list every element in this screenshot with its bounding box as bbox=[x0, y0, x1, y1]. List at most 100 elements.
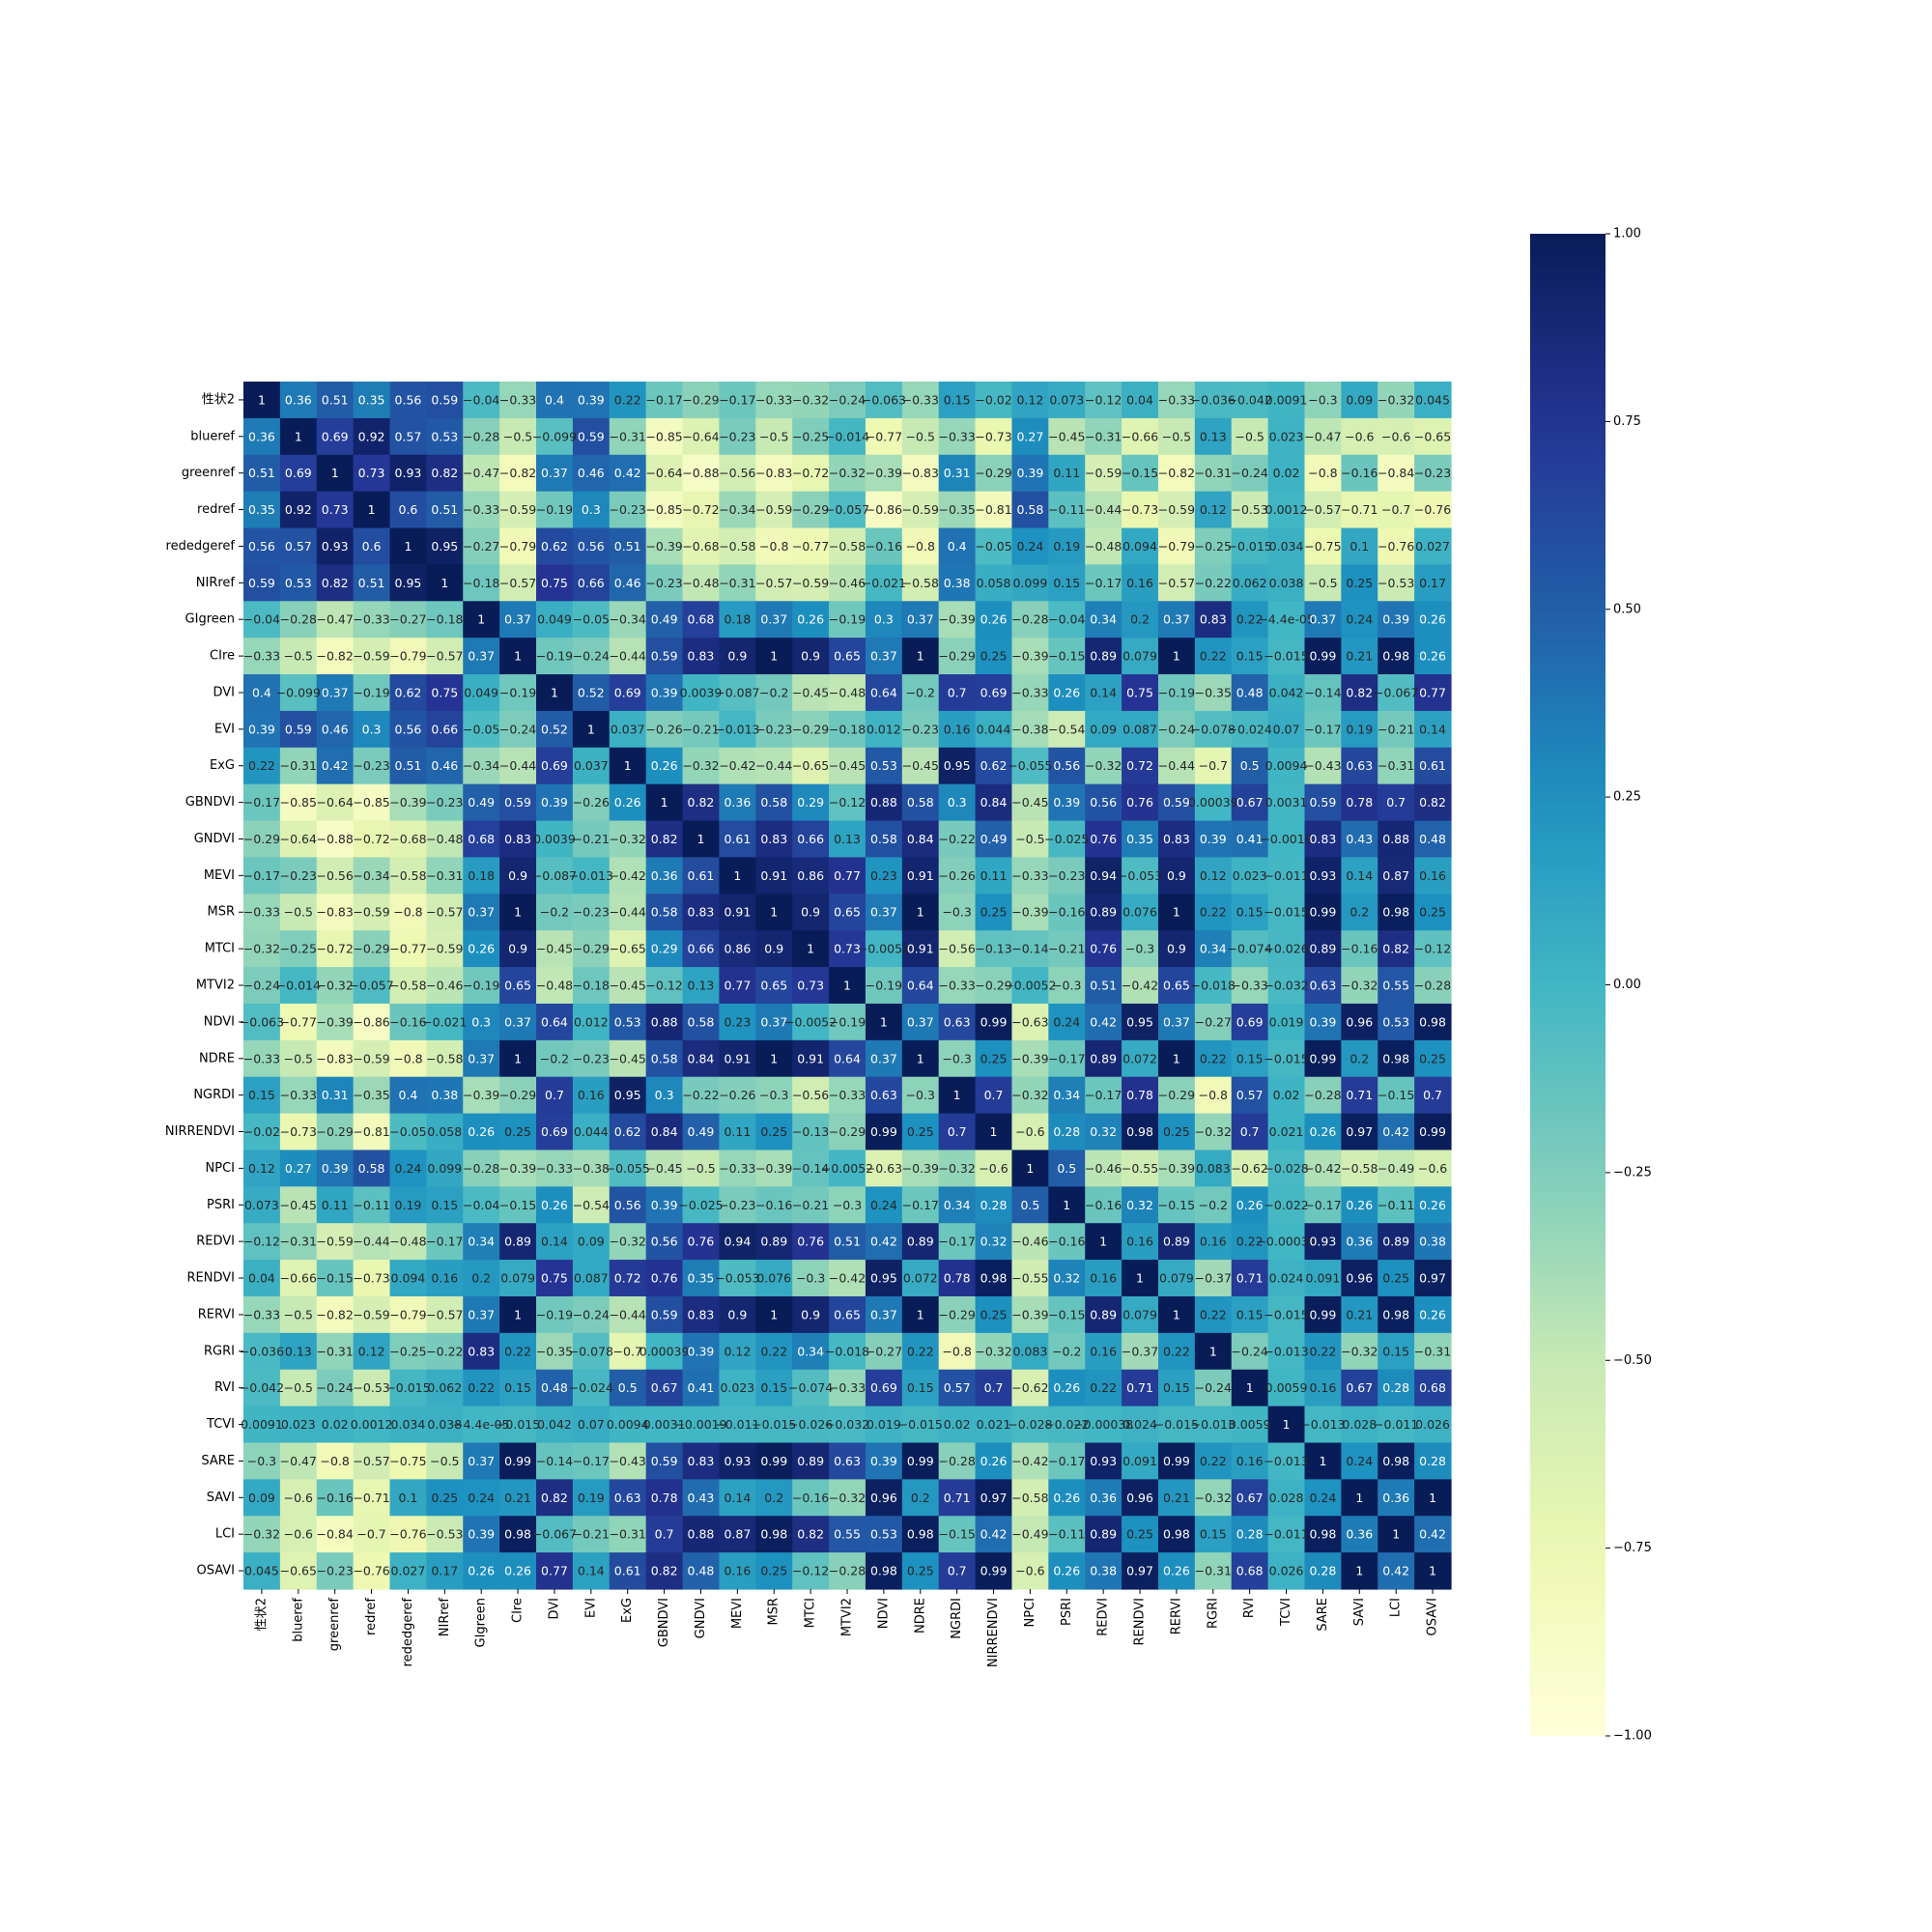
heatmap-cell-label: 0.0059 bbox=[1265, 1380, 1308, 1395]
heatmap-cell-label: −0.73 bbox=[1122, 502, 1158, 517]
heatmap-cell-label: −0.013 bbox=[1264, 1344, 1308, 1358]
heatmap-cell-label: 0.59 bbox=[1163, 795, 1190, 810]
heatmap-cell-label: −0.46 bbox=[426, 979, 463, 993]
heatmap-cell-label: 1 bbox=[843, 979, 851, 993]
heatmap-cell bbox=[243, 1332, 281, 1371]
heatmap-cell-label: −0.18 bbox=[573, 979, 610, 993]
heatmap-cell-label: −0.099 bbox=[532, 429, 577, 443]
heatmap-cell-label: −0.44 bbox=[610, 1307, 646, 1321]
heatmap-cell bbox=[682, 1260, 721, 1297]
heatmap-cell bbox=[682, 930, 721, 968]
heatmap-cell-label: −0.28 bbox=[1304, 1088, 1341, 1102]
heatmap-cell bbox=[1011, 1260, 1049, 1297]
heatmap-cell bbox=[1231, 1223, 1269, 1261]
heatmap-cell bbox=[426, 674, 464, 712]
heatmap-cell-label: −0.11 bbox=[1378, 1198, 1414, 1212]
heatmap-cell bbox=[426, 1003, 464, 1041]
heatmap-cell-label: −0.72 bbox=[682, 502, 719, 517]
heatmap-cell-label: 0.3 bbox=[948, 795, 967, 810]
heatmap-cell bbox=[316, 747, 355, 785]
heatmap-cell bbox=[1378, 1406, 1415, 1444]
heatmap-cell bbox=[682, 747, 721, 785]
heatmap-cell bbox=[1378, 1223, 1415, 1261]
heatmap-cell bbox=[499, 1369, 537, 1407]
heatmap-cell bbox=[243, 1442, 281, 1480]
heatmap-cell bbox=[1122, 601, 1159, 639]
heatmap-cell-label: 0.25 bbox=[1346, 576, 1373, 590]
heatmap-cell bbox=[938, 601, 977, 639]
heatmap-cell bbox=[1011, 710, 1049, 749]
heatmap-cell bbox=[1378, 1003, 1415, 1041]
heatmap-cell bbox=[353, 1369, 391, 1407]
heatmap-cell bbox=[792, 1113, 830, 1151]
heatmap-cell-label: −0.25 bbox=[792, 429, 829, 443]
heatmap-cell bbox=[1194, 382, 1233, 419]
heatmap-cell-label: 0.89 bbox=[1090, 1307, 1117, 1321]
heatmap-cell bbox=[865, 710, 903, 749]
heatmap-cell bbox=[1122, 1150, 1159, 1187]
heatmap-cell bbox=[792, 1516, 830, 1553]
heatmap-cell-label: 0.3 bbox=[655, 1088, 674, 1102]
heatmap-cell-label: −0.028 bbox=[1264, 1161, 1308, 1176]
heatmap-cell bbox=[1048, 820, 1086, 859]
heatmap-cell-label: 0.023 bbox=[1233, 868, 1267, 883]
heatmap-cell-label: 0.39 bbox=[1382, 612, 1409, 627]
heatmap-cell bbox=[719, 601, 756, 639]
heatmap-cell bbox=[243, 1406, 281, 1444]
heatmap-cell-label: 0.82 bbox=[797, 1527, 824, 1542]
heatmap-cell bbox=[755, 1039, 793, 1078]
heatmap-cell bbox=[682, 820, 721, 859]
heatmap-cell-label: 0.58 bbox=[651, 1051, 678, 1065]
heatmap-cell-label: −0.39 bbox=[389, 795, 426, 810]
heatmap-cell bbox=[316, 638, 355, 675]
heatmap-cell-label: −0.85 bbox=[645, 429, 682, 443]
heatmap-cell-label: −0.38 bbox=[573, 1161, 610, 1176]
heatmap-cell bbox=[426, 967, 464, 1005]
heatmap-cell-label: −0.7 bbox=[1199, 758, 1228, 773]
heatmap-cell-label: 0.13 bbox=[688, 979, 715, 993]
heatmap-cell-label: −0.35 bbox=[536, 1344, 573, 1358]
heatmap-cell bbox=[975, 1223, 1013, 1261]
heatmap-cell-label: −0.23 bbox=[1414, 466, 1451, 480]
heatmap-cell-label: 0.89 bbox=[1382, 1235, 1409, 1249]
heatmap-cell-label: 0.19 bbox=[578, 1491, 605, 1505]
heatmap-cell bbox=[645, 1406, 684, 1444]
heatmap-cell-label: −0.45 bbox=[610, 1051, 646, 1065]
heatmap-cell-label: 0.042 bbox=[1269, 685, 1304, 699]
heatmap-cell bbox=[1267, 1552, 1306, 1590]
heatmap-cell-label: 0.49 bbox=[688, 1124, 715, 1139]
heatmap-cell-label: −0.036 bbox=[240, 1344, 284, 1358]
heatmap-cell-label: −0.063 bbox=[240, 1014, 284, 1029]
heatmap-cell-label: 0.58 bbox=[870, 832, 897, 846]
heatmap-cell bbox=[938, 527, 977, 565]
heatmap-cell-label: 0.0031 bbox=[1265, 795, 1308, 810]
heatmap-cell bbox=[1414, 527, 1452, 565]
heatmap-cell bbox=[279, 967, 318, 1005]
heatmap-cell bbox=[1122, 747, 1159, 785]
heatmap-cell bbox=[1194, 1442, 1233, 1480]
heatmap-cell bbox=[1048, 1260, 1086, 1297]
heatmap-cell-label: 0.55 bbox=[1382, 979, 1409, 993]
heatmap-cell bbox=[792, 491, 830, 529]
heatmap-cell bbox=[938, 930, 977, 968]
heatmap-cell bbox=[1194, 1406, 1233, 1444]
heatmap-cell bbox=[499, 1003, 537, 1041]
heatmap-cell-label: 0.49 bbox=[980, 832, 1008, 846]
heatmap-cell-label: −0.042 bbox=[240, 1380, 284, 1395]
heatmap-cell-label: 0.83 bbox=[1309, 832, 1336, 846]
heatmap-cell bbox=[1194, 783, 1233, 822]
heatmap-cell-label: 0.65 bbox=[1163, 979, 1190, 993]
heatmap-cell bbox=[536, 967, 574, 1005]
heatmap-cell-label: 1 bbox=[514, 1051, 522, 1065]
colorbar-tick-label: −0.25 bbox=[1613, 1165, 1652, 1179]
heatmap-cell-label: 0.99 bbox=[1309, 649, 1336, 664]
heatmap-cell bbox=[316, 857, 355, 895]
heatmap-cell-label: −0.33 bbox=[243, 905, 280, 920]
heatmap-cell-label: 0.22 bbox=[1200, 1051, 1227, 1065]
heatmap-cell-label: 0.59 bbox=[651, 1454, 678, 1468]
heatmap-cell-label: 0.95 bbox=[431, 539, 458, 554]
heatmap-cell-label: 0.99 bbox=[1309, 1051, 1336, 1065]
heatmap-cell-label: 0.21 bbox=[1346, 1307, 1373, 1321]
heatmap-cell bbox=[279, 930, 318, 968]
heatmap-cell-label: −0.33 bbox=[353, 612, 389, 627]
